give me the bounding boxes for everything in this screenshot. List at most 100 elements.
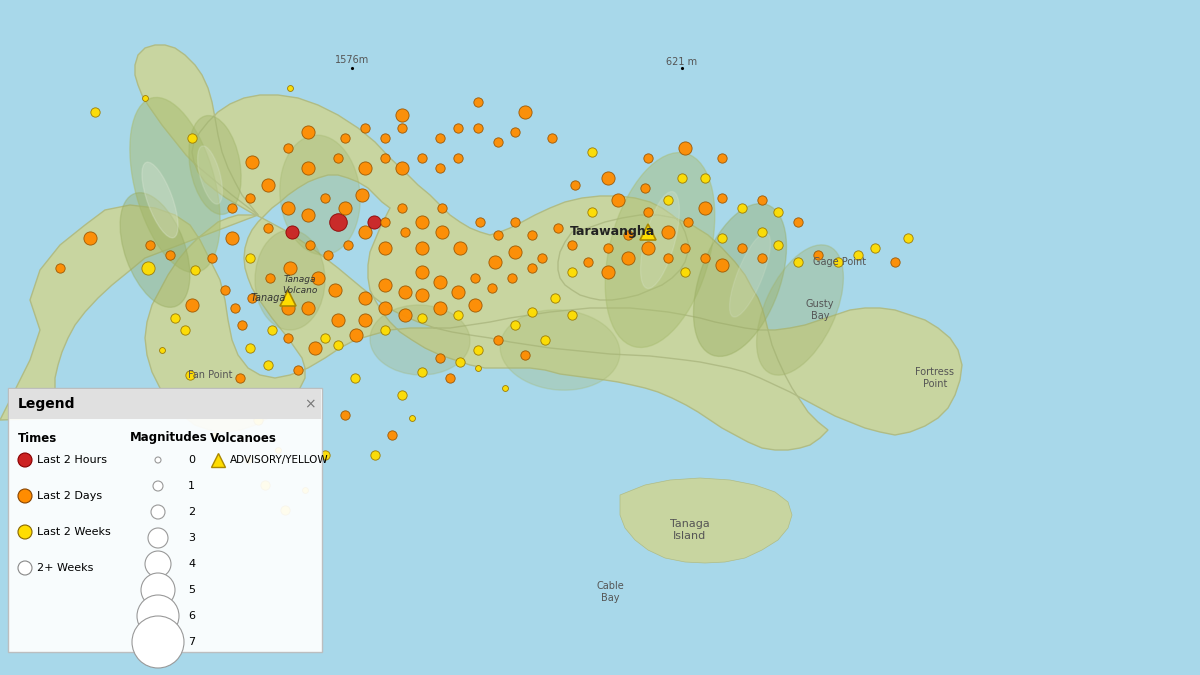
Point: [505, 246, 524, 257]
Point: [732, 202, 751, 213]
Text: ×: ×: [304, 397, 316, 411]
Point: [355, 227, 374, 238]
Point: [336, 132, 355, 143]
Point: [503, 273, 522, 284]
Point: [392, 389, 412, 400]
Circle shape: [18, 525, 32, 539]
Point: [449, 153, 468, 163]
Point: [505, 319, 524, 330]
Circle shape: [145, 551, 172, 577]
Point: [848, 250, 868, 261]
Point: [299, 302, 318, 313]
Point: [413, 242, 432, 253]
Point: [240, 252, 259, 263]
Point: [136, 92, 155, 103]
Point: [230, 373, 250, 383]
Circle shape: [151, 505, 166, 519]
Circle shape: [18, 489, 32, 503]
Point: [468, 123, 487, 134]
Point: [496, 383, 515, 394]
Text: ADVISORY/YELLOW: ADVISORY/YELLOW: [230, 455, 329, 465]
Text: 621 m: 621 m: [666, 57, 697, 67]
Point: [281, 263, 300, 273]
Point: [809, 250, 828, 261]
Point: [542, 132, 562, 143]
Point: [768, 207, 787, 217]
Point: [260, 273, 280, 284]
Circle shape: [155, 457, 161, 463]
Text: Fortress
Point: Fortress Point: [916, 367, 954, 389]
Point: [431, 352, 450, 363]
FancyBboxPatch shape: [10, 389, 322, 419]
Point: [402, 412, 421, 423]
Point: [295, 485, 314, 495]
Point: [347, 329, 366, 340]
Point: [365, 450, 384, 460]
Point: [788, 256, 808, 267]
Text: 0: 0: [188, 455, 194, 465]
Point: [336, 410, 355, 421]
Point: [449, 310, 468, 321]
Point: [676, 267, 695, 277]
Point: [413, 290, 432, 300]
Point: [599, 242, 618, 253]
Text: Tarawangha: Tarawangha: [570, 225, 655, 238]
Point: [638, 153, 658, 163]
Text: Volcanoes: Volcanoes: [210, 431, 277, 445]
Text: Last 2 Days: Last 2 Days: [37, 491, 102, 501]
Point: [226, 302, 245, 313]
Point: [376, 153, 395, 163]
Point: [392, 109, 412, 120]
Point: [239, 454, 258, 465]
Point: [383, 429, 402, 440]
Point: [608, 194, 628, 205]
Point: [216, 285, 235, 296]
Point: [788, 217, 808, 227]
Point: [182, 132, 202, 143]
Point: [300, 402, 319, 413]
Point: [276, 505, 295, 516]
Point: [468, 362, 487, 373]
Point: [440, 373, 460, 383]
FancyBboxPatch shape: [8, 388, 322, 652]
Point: [678, 217, 697, 227]
Point: [216, 395, 235, 406]
Point: [392, 202, 412, 213]
Text: Gage Point: Gage Point: [814, 257, 866, 267]
Point: [240, 343, 259, 354]
Point: [432, 202, 451, 213]
Point: [85, 107, 104, 117]
Point: [516, 107, 535, 117]
Point: [256, 480, 275, 491]
Point: [396, 310, 415, 321]
Point: [431, 132, 450, 143]
Point: [50, 263, 70, 273]
Point: [316, 450, 335, 460]
Point: [431, 163, 450, 173]
Point: [431, 302, 450, 313]
Point: [618, 230, 637, 240]
Point: [533, 252, 552, 263]
Point: [865, 242, 884, 253]
Point: [396, 287, 415, 298]
Point: [325, 285, 344, 296]
Text: 4: 4: [188, 559, 196, 569]
Point: [413, 367, 432, 377]
Circle shape: [137, 595, 179, 637]
Point: [752, 252, 772, 263]
Point: [768, 240, 787, 250]
Point: [672, 173, 691, 184]
Point: [248, 414, 268, 425]
Point: [316, 333, 335, 344]
Text: 1576m: 1576m: [335, 55, 370, 65]
Point: [582, 146, 601, 157]
Point: [899, 233, 918, 244]
Point: [535, 335, 554, 346]
Point: [278, 333, 298, 344]
Point: [732, 242, 751, 253]
Point: [696, 202, 715, 213]
Point: [376, 242, 395, 253]
Point: [80, 233, 100, 244]
Point: [278, 202, 298, 213]
Point: [281, 82, 300, 93]
